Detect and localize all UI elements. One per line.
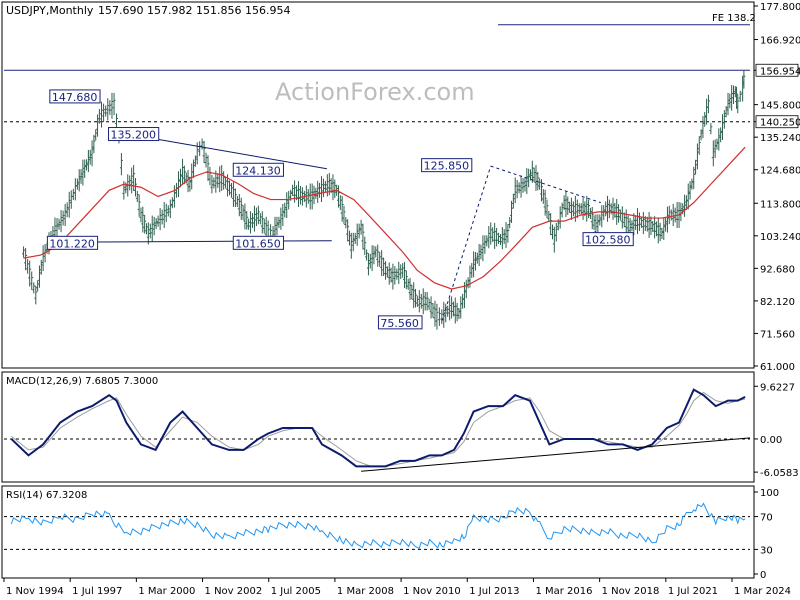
macd-line (10, 388, 746, 468)
x-tick-label: 1 Nov 2002 (205, 586, 263, 597)
price-ytick-label: 92.680 (760, 264, 795, 275)
x-tick-label: 1 Jul 2013 (469, 586, 519, 597)
macd-title: MACD(12,26,9) 7.6805 7.3000 (6, 376, 158, 387)
price-ytick-label: 71.560 (760, 329, 795, 340)
price-plot: 177.800 166.920 156.954 145.800 140.250 135.2… (4, 2, 800, 373)
x-tick-label: 1 Mar 2016 (535, 586, 592, 597)
x-tick-label: 1 Jul 1997 (72, 586, 122, 597)
rsi-ytick-label: 70 (760, 513, 773, 524)
rsi-ytick-label: 0 (760, 570, 766, 581)
rsi-ytick-label: 30 (760, 545, 773, 556)
x-tick-label: 1 Nov 2018 (602, 586, 660, 597)
price-annotation-box (232, 162, 284, 177)
price-ytick-label: 145.800 (760, 101, 800, 112)
price-annotation-label: 135.200 (111, 129, 156, 142)
rsi-title: RSI(14) 67.3208 (6, 490, 87, 501)
trendline (490, 165, 601, 204)
price-annotation-box (582, 232, 634, 247)
price-ytick-label: 177.800 (760, 2, 800, 13)
price-annotation-label: 101.220 (49, 237, 95, 250)
macd-ytick-label: -6.0583 (760, 468, 799, 479)
rsi-panel-frame (1, 485, 755, 579)
chart-symbol: USDJPY,Monthly (6, 4, 94, 17)
trendline (92, 240, 332, 243)
watermark: ActionForex.com (275, 78, 475, 106)
x-tick-label: 1 Mar 2000 (138, 586, 195, 597)
x-tick-label: 1 Mar 2024 (734, 586, 791, 597)
price-annotation-box (108, 127, 160, 142)
price-annotation-box (232, 235, 284, 250)
price-annotation-box (377, 315, 423, 330)
price-ytick-label: 135.240 (760, 133, 800, 144)
price-ytick-label: 82.120 (760, 297, 795, 308)
price-annotation-label: 125.850 (424, 160, 470, 173)
macd-ytick-label: 0.00 (760, 435, 782, 446)
price-annotation-box (421, 158, 473, 173)
price-ytick-label: 61.000 (760, 362, 795, 373)
price-annotation-box (46, 235, 99, 250)
price-ytick-label: 124.680 (760, 166, 800, 177)
rsi-line (10, 502, 746, 550)
macd-plot: 9.6227 0.00 -6.0583 (4, 382, 799, 479)
price-annotation-label: 75.560 (380, 317, 419, 330)
x-tick-label: 1 Jul 2021 (668, 586, 718, 597)
macd-ytick-label: 9.6227 (760, 382, 795, 393)
price-level-tag (755, 63, 799, 77)
price-level-tag (755, 115, 799, 129)
macd-signal-line (11, 391, 746, 467)
price-annotation-label: 101.650 (235, 237, 281, 250)
price-ytick-label: 156.954 (760, 66, 800, 77)
x-tick-label: 1 Mar 2008 (337, 586, 394, 597)
moving-average-line (23, 146, 746, 290)
price-annotation-box (49, 89, 101, 104)
price-annotation-label: 147.680 (52, 91, 98, 104)
price-hline-label: FE 138.2 (712, 13, 756, 24)
x-axis: 1 Nov 1994 1 Jul 1997 1 Mar 2000 1 Nov 2002… (3, 578, 791, 597)
price-ytick-label: 113.800 (760, 199, 800, 210)
price-annotation-label: 124.130 (235, 164, 281, 177)
price-ytick-label: 166.920 (760, 36, 800, 47)
macd-trendline (361, 437, 751, 472)
rsi-plot: 100 70 30 0 (4, 488, 779, 581)
x-tick-label: 1 Nov 1994 (6, 586, 64, 597)
price-panel-frame (1, 1, 755, 369)
x-tick-label: 1 Jul 2005 (271, 586, 321, 597)
rsi-ytick-label: 100 (760, 488, 779, 499)
price-annotation-label: 102.580 (585, 234, 631, 247)
price-ytick-label: 103.240 (760, 232, 800, 243)
macd-panel-frame (1, 371, 755, 483)
x-tick-label: 1 Nov 2010 (403, 586, 461, 597)
price-ytick-label: 140.250 (760, 118, 800, 129)
chart-ohlc: 157.690 157.982 151.856 156.954 (98, 4, 290, 17)
trendline (145, 136, 327, 170)
